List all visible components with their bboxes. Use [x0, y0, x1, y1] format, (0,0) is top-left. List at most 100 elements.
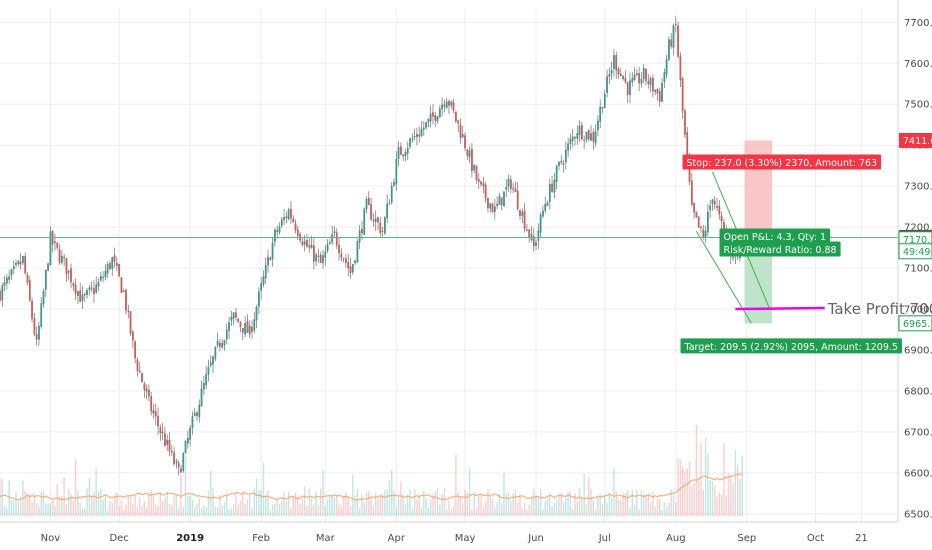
volume-bar	[122, 509, 125, 516]
candle-body	[276, 229, 279, 232]
candle-body	[361, 229, 363, 234]
volume-bar	[704, 438, 707, 516]
price-axis-label-text: 7411.6	[903, 136, 932, 147]
volume-bar	[1, 478, 4, 516]
volume-bar	[537, 497, 540, 516]
candle-body	[122, 290, 125, 292]
ratio-label: Risk/Reward Ratio: 0.88	[719, 241, 841, 257]
candle-body	[574, 137, 576, 139]
ratio-label-box	[719, 241, 841, 257]
volume-bar	[553, 503, 556, 516]
candle-body	[143, 383, 146, 390]
volume-bar	[347, 497, 349, 516]
candle-body	[74, 284, 77, 294]
candle-body	[246, 321, 249, 333]
volume-bar	[439, 504, 441, 516]
volume-bar	[8, 480, 10, 516]
volume-bar	[714, 485, 716, 516]
candle-body	[97, 282, 100, 287]
volume-bar	[732, 483, 734, 516]
candle-body	[592, 132, 595, 142]
volume-bar	[462, 503, 464, 516]
candle-body	[507, 179, 510, 187]
volume-bar	[17, 500, 20, 516]
volume-ema-line	[0, 473, 743, 501]
volume-bar	[3, 505, 6, 516]
volume-bar	[88, 477, 91, 516]
price-candles	[0, 16, 744, 476]
candle-body	[448, 100, 450, 106]
volume-bar	[299, 503, 301, 516]
volume-bar	[210, 470, 212, 516]
candle-body	[44, 270, 47, 290]
volume-bar	[228, 509, 230, 516]
candle-body	[33, 318, 36, 335]
volume-bar	[72, 500, 75, 516]
candle-body	[115, 263, 118, 266]
volume-bar	[214, 506, 217, 516]
candle-body	[521, 212, 524, 216]
candle-body	[120, 277, 123, 293]
candle-body	[503, 191, 505, 207]
volume-bar	[363, 503, 365, 516]
volume-bar	[448, 501, 450, 516]
volume-bar	[161, 500, 164, 516]
volume-bar	[377, 498, 379, 516]
candle-body	[175, 461, 178, 463]
volume-bar	[13, 501, 15, 516]
candle-body	[704, 230, 707, 238]
volume-bar	[166, 491, 168, 516]
candle-body	[505, 187, 508, 190]
volume-bar	[116, 492, 118, 516]
price-axis-label: 6965.1	[898, 315, 932, 332]
candle-body	[349, 266, 352, 273]
candle-body	[702, 229, 705, 238]
volume-bar	[278, 503, 281, 516]
volume-bar	[258, 490, 260, 516]
price-axis-label-text: 49:49	[903, 247, 930, 258]
volume-bar	[86, 488, 88, 516]
volume-bar	[656, 498, 659, 516]
volume-bar	[503, 472, 505, 516]
volume-bar	[287, 491, 290, 516]
volume-bar	[129, 496, 132, 516]
volume-bar	[734, 450, 737, 516]
candle-body	[331, 234, 334, 243]
candle-body	[411, 138, 414, 140]
candle-body	[523, 210, 526, 229]
candle-body	[306, 240, 308, 247]
volume-bar	[269, 509, 272, 516]
volume-bar	[297, 496, 299, 516]
position-labels: Stop: 237.0 (3.30%) 2370, Amount: 763 Tar…	[680, 154, 902, 354]
candle-body	[564, 149, 567, 163]
candle-body	[700, 226, 702, 229]
volume-bar	[336, 495, 338, 516]
volume-bar	[391, 469, 393, 516]
x-tick-label: Dec	[109, 533, 128, 544]
candle-body	[3, 281, 6, 286]
candle-body	[154, 411, 157, 417]
y-tick-label: 7700.0	[904, 18, 932, 29]
volume-bar	[47, 503, 49, 516]
volume-bar	[739, 478, 741, 516]
volume-bar	[555, 499, 558, 516]
volume-bar	[505, 493, 507, 516]
candle-body	[58, 249, 61, 263]
candle-body	[157, 415, 159, 427]
volume-bar	[434, 491, 436, 516]
candle-body	[471, 148, 473, 172]
candle-body	[294, 223, 297, 231]
volume-bar	[423, 491, 425, 516]
candle-body	[464, 135, 466, 149]
take-profit-line[interactable]	[735, 306, 825, 311]
candle-body	[136, 359, 139, 371]
candle-body	[420, 128, 423, 136]
candle-body	[606, 76, 608, 93]
candle-body	[551, 183, 553, 192]
candle-body	[409, 138, 411, 147]
candle-body	[81, 294, 84, 301]
candle-body	[732, 257, 734, 259]
y-tick-label: 7300.0	[904, 182, 932, 193]
